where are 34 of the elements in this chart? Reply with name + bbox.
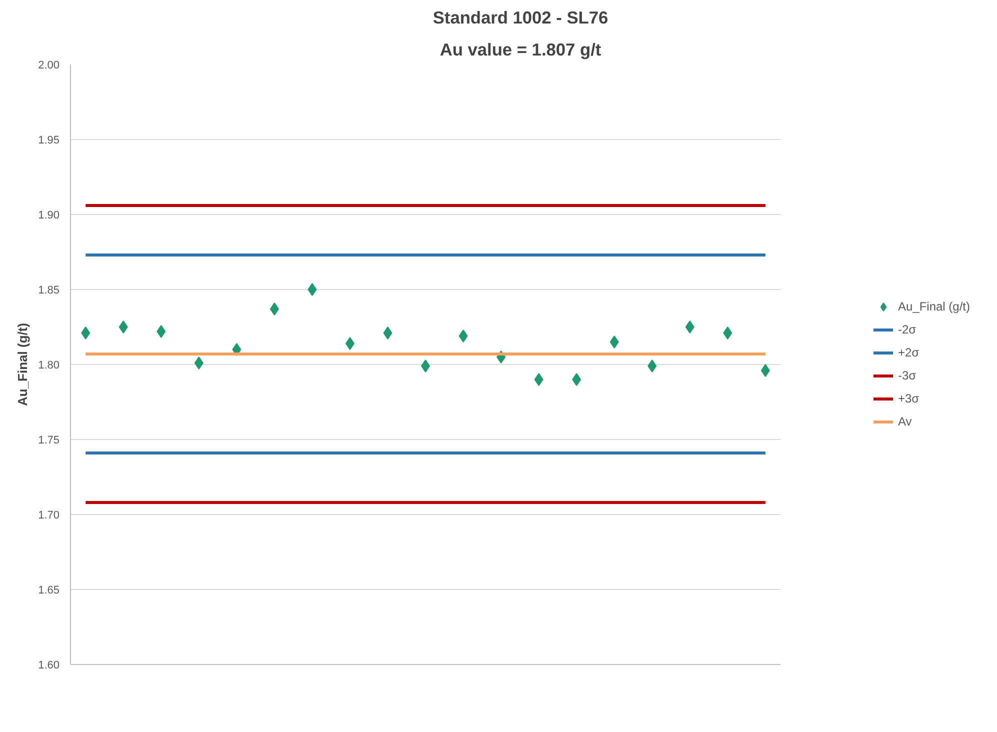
point xyxy=(194,356,204,370)
point xyxy=(270,302,279,316)
y-tick-label: 1.65 xyxy=(38,584,60,596)
y-axis-title: Au_Final (g/t) xyxy=(15,322,30,406)
y-tick-label: 1.70 xyxy=(38,510,60,522)
point xyxy=(383,326,392,340)
point xyxy=(458,330,468,342)
point xyxy=(723,326,732,340)
point xyxy=(308,283,317,296)
y-tick-label: 1.75 xyxy=(38,434,60,446)
legend-label: -2σ xyxy=(898,322,918,336)
y-tick-label: 1.95 xyxy=(38,134,60,146)
y-tick-label: 1.60 xyxy=(38,660,60,672)
point xyxy=(685,320,694,334)
chart-title: Standard 1002 - SL76 xyxy=(432,8,608,28)
point xyxy=(648,360,657,372)
legend-label: +2σ xyxy=(898,346,920,360)
y-tick-label: 1.80 xyxy=(38,360,60,372)
legend-label: +3σ xyxy=(898,392,920,406)
y-tick-label: 2.00 xyxy=(38,60,60,72)
point xyxy=(345,337,354,350)
legend-label: Av xyxy=(898,414,913,428)
legend-label: Au_Final (g/t) xyxy=(898,300,970,314)
y-tick-label: 1.90 xyxy=(38,210,60,222)
legend-label: -3σ xyxy=(898,368,918,382)
point xyxy=(156,325,166,338)
point xyxy=(610,336,619,348)
chart-subtitle: Au value = 1.807 g/t xyxy=(440,40,602,60)
y-tick-label: 1.85 xyxy=(38,284,60,296)
point xyxy=(81,326,90,340)
point xyxy=(118,320,128,334)
point xyxy=(534,373,544,386)
point xyxy=(572,373,582,386)
point xyxy=(760,364,770,377)
